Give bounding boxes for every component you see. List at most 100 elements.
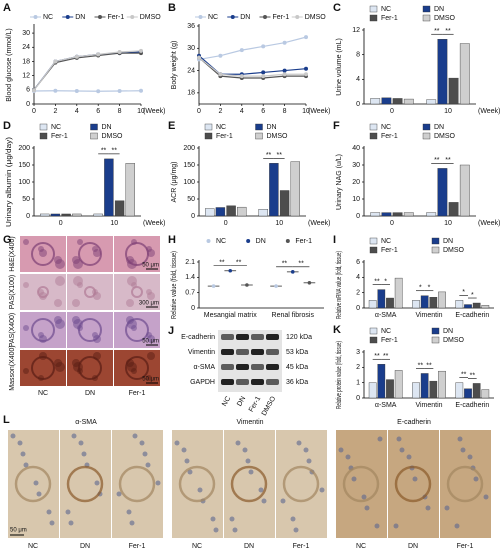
glomerulus bbox=[37, 286, 49, 298]
tissue bbox=[127, 276, 137, 286]
x-tick-label: 0 bbox=[390, 220, 394, 227]
significance-label: ** bbox=[101, 148, 107, 155]
y-tick-label: 12 bbox=[22, 72, 30, 79]
tissue bbox=[146, 375, 152, 381]
blot-band bbox=[236, 379, 249, 385]
data-point bbox=[282, 72, 287, 77]
bar bbox=[464, 388, 472, 399]
tissue bbox=[54, 359, 62, 367]
glomerulus bbox=[66, 465, 104, 503]
panel-label: D bbox=[3, 120, 11, 132]
blot-band bbox=[236, 349, 249, 355]
data-point bbox=[304, 66, 308, 71]
blot-band bbox=[251, 364, 264, 370]
tissue bbox=[72, 256, 80, 264]
legend-label: Fer-1 bbox=[108, 14, 125, 21]
size-label: 36 kDa bbox=[286, 379, 308, 386]
bar bbox=[269, 163, 279, 217]
data-point bbox=[96, 89, 101, 94]
nucleus bbox=[78, 440, 84, 446]
legend-swatch bbox=[422, 14, 431, 22]
glomerulus bbox=[131, 286, 143, 298]
glomerulus bbox=[118, 465, 156, 503]
nucleus bbox=[406, 454, 412, 460]
series-line bbox=[33, 50, 142, 91]
series-line bbox=[198, 57, 306, 77]
bar bbox=[370, 98, 381, 105]
protein-label: Vimentin bbox=[188, 349, 215, 356]
x-tick-label: 2 bbox=[53, 108, 57, 115]
bar bbox=[40, 213, 50, 217]
data-point bbox=[261, 44, 266, 49]
legend-marker bbox=[206, 239, 211, 243]
legend-label: DMSO bbox=[267, 133, 289, 140]
bar bbox=[386, 379, 394, 399]
significance-label: ** bbox=[236, 260, 242, 267]
bar bbox=[50, 213, 61, 217]
y-tick-label: 2 bbox=[356, 364, 360, 371]
scale-bar-label: 300 μm bbox=[139, 301, 159, 307]
series-line bbox=[198, 36, 307, 61]
x-tick-label: 0 bbox=[224, 220, 228, 227]
y-tick-label: 40 bbox=[352, 145, 360, 152]
y-tick-label: 150 bbox=[183, 162, 195, 169]
tissue bbox=[73, 276, 83, 286]
nucleus bbox=[248, 469, 254, 475]
legend-swatch bbox=[39, 123, 48, 131]
legend-label: DN bbox=[443, 328, 453, 335]
y-tick-label: 0 bbox=[356, 395, 360, 402]
bar bbox=[205, 208, 215, 217]
glomerulus bbox=[342, 465, 380, 503]
data-point bbox=[239, 74, 244, 79]
glomerulus bbox=[78, 242, 102, 266]
x-tick-label: 0 bbox=[390, 108, 394, 115]
blot-band bbox=[236, 364, 249, 370]
legend-label: Fer-1 bbox=[381, 133, 398, 140]
bar bbox=[392, 98, 403, 105]
bar bbox=[226, 205, 236, 217]
legend-swatch bbox=[90, 123, 98, 131]
nucleus bbox=[467, 454, 473, 460]
bar bbox=[368, 382, 377, 399]
dot bbox=[274, 284, 278, 288]
x-tick-label: Vimentin bbox=[415, 312, 442, 319]
nucleus bbox=[483, 494, 489, 500]
legend-swatch bbox=[422, 132, 431, 140]
nucleus bbox=[181, 447, 187, 453]
legend-label: DN bbox=[267, 124, 277, 131]
legend-swatch bbox=[369, 336, 378, 344]
micrograph bbox=[114, 274, 160, 310]
scale-bar-label: 50 μm bbox=[142, 263, 159, 269]
legend-label: NC bbox=[43, 14, 53, 21]
y-tick-label: 0 bbox=[191, 213, 195, 220]
data-point bbox=[117, 89, 122, 93]
group-label: DN bbox=[408, 543, 418, 550]
glomerulus bbox=[178, 465, 216, 503]
panel-label: L bbox=[3, 414, 10, 426]
data-point bbox=[139, 48, 143, 53]
dot bbox=[228, 268, 233, 273]
data-point bbox=[239, 48, 244, 53]
y-axis-label: Urinary NAG (u/L) bbox=[336, 154, 343, 210]
legend-swatch bbox=[255, 132, 263, 140]
legend-label: DMSO bbox=[434, 15, 456, 22]
legend-swatch bbox=[369, 14, 378, 22]
x-tick-label: 0 bbox=[32, 108, 36, 115]
bar bbox=[481, 389, 490, 399]
x-axis-label: (Week) bbox=[143, 108, 165, 115]
panel-label: B bbox=[168, 2, 176, 14]
nucleus bbox=[33, 480, 39, 486]
data-point bbox=[282, 68, 287, 73]
y-axis-label: Blood glucose (mmol/L) bbox=[6, 28, 13, 102]
panel-label: F bbox=[333, 120, 340, 132]
nucleus bbox=[210, 516, 216, 522]
nucleus bbox=[187, 469, 193, 475]
x-tick-label: Renal fibrosis bbox=[272, 312, 315, 319]
x-axis-label: (Week) bbox=[143, 220, 165, 227]
blot-band bbox=[221, 334, 234, 340]
x-tick-label: 8 bbox=[283, 108, 287, 115]
nucleus bbox=[296, 440, 302, 446]
nucleus bbox=[142, 451, 148, 457]
scale-bar-label: 50 μm bbox=[142, 339, 159, 345]
y-tick-label: 18 bbox=[187, 90, 195, 97]
